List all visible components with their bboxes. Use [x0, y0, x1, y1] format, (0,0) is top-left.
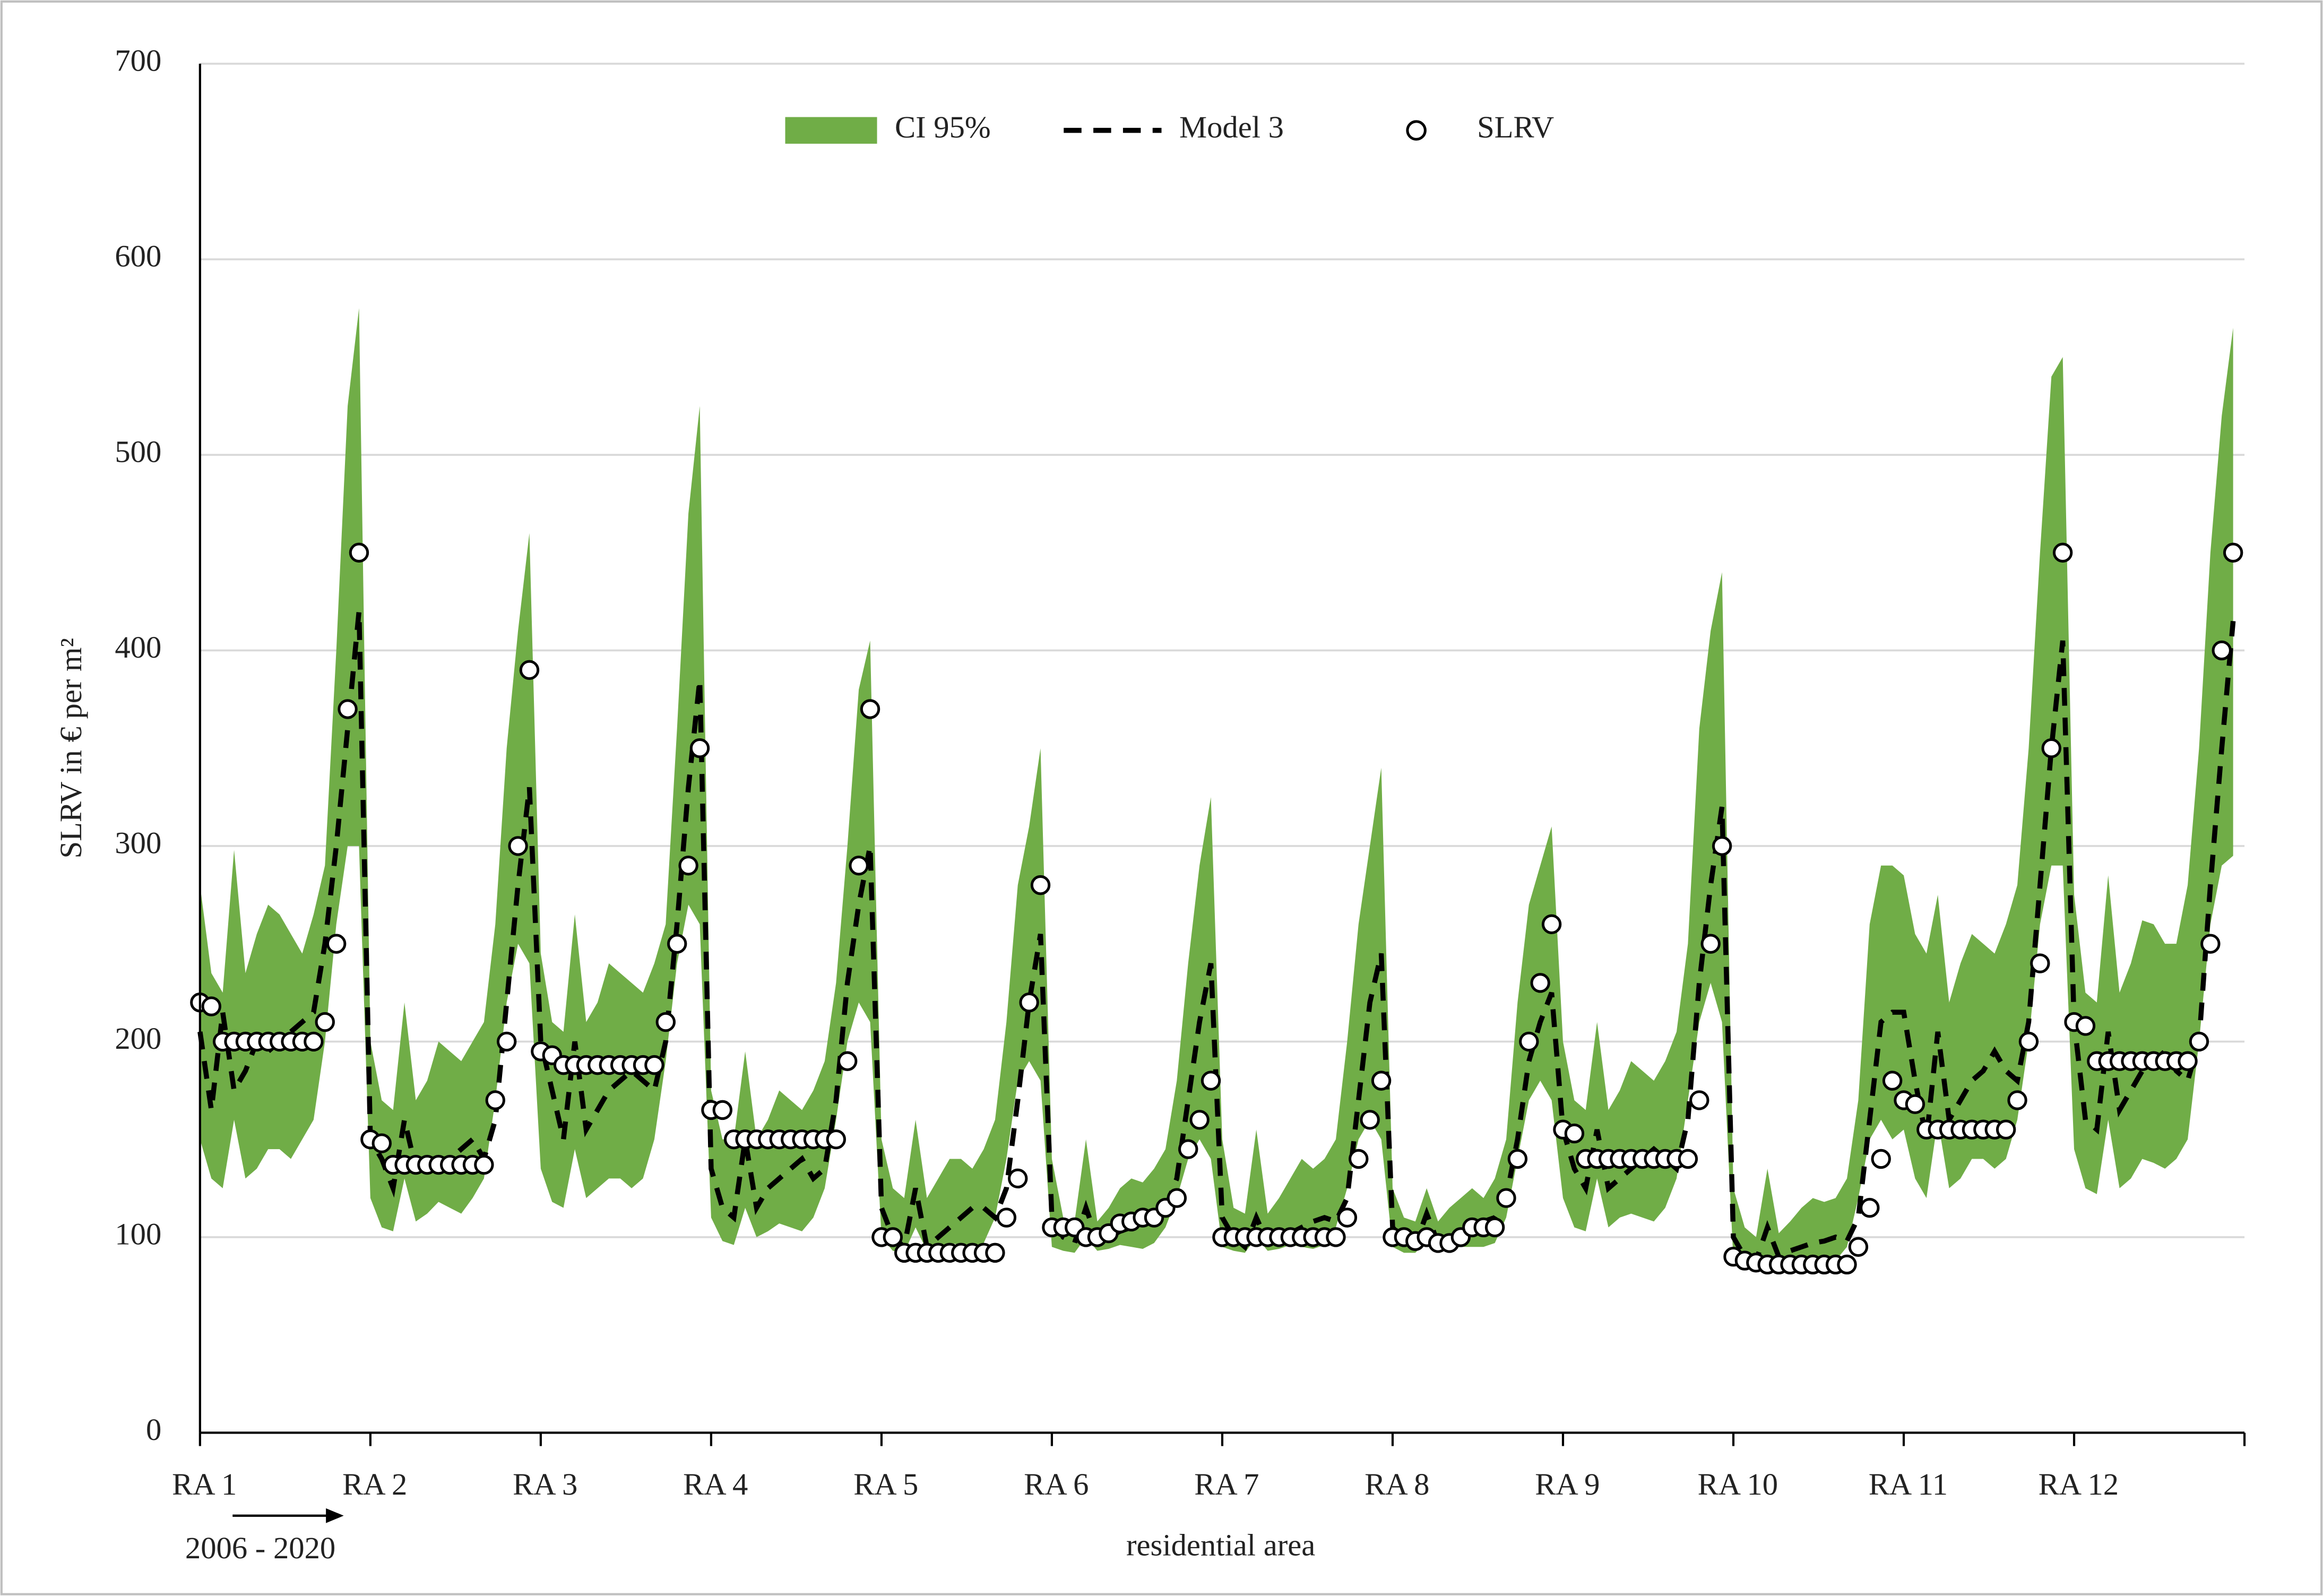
y-tick-label: 0 [146, 1412, 161, 1447]
data-point [485, 1090, 505, 1110]
data-point [1326, 1227, 1346, 1247]
data-point [1689, 1090, 1709, 1110]
x-tick-label: RA 12 [2039, 1467, 2119, 1502]
model-line [197, 611, 2236, 1264]
data-point [1564, 1123, 1585, 1144]
data-point [1996, 1119, 2016, 1140]
data-point [860, 699, 880, 719]
y-tick-label: 600 [115, 239, 161, 273]
y-tick-label: 400 [115, 630, 161, 665]
data-point [1530, 973, 1550, 993]
data-point [1371, 1071, 1392, 1091]
data-point [1201, 1071, 1221, 1091]
x-tick-label: RA 3 [513, 1467, 577, 1502]
x-tick-label: RA 2 [342, 1467, 407, 1502]
data-point [1349, 1149, 1369, 1169]
data-point [667, 934, 687, 954]
x-tick-label: RA 8 [1365, 1467, 1429, 1502]
data-point [2178, 1051, 2198, 1071]
data-point [826, 1129, 847, 1150]
x-axis-label: residential area [1126, 1528, 1315, 1563]
data-point [1189, 1110, 1210, 1130]
data-point [1019, 993, 1039, 1013]
data-point [1337, 1207, 1358, 1228]
x-tick-label: RA 5 [853, 1467, 918, 1502]
data-point [678, 856, 698, 876]
data-point [349, 542, 369, 563]
data-point [1905, 1094, 1925, 1115]
data-point [508, 836, 528, 856]
data-point [338, 699, 358, 719]
annotation: 2006 - 2020 [185, 1531, 335, 1565]
data-point [2212, 640, 2232, 661]
data-point [2075, 1016, 2096, 1036]
data-point [519, 660, 540, 680]
legend-label: Model 3 [1179, 110, 1284, 144]
data-point [1678, 1149, 1698, 1169]
data-point [1507, 1149, 1528, 1169]
data-point [1178, 1139, 1198, 1159]
data-point [1700, 934, 1721, 954]
data-point [2052, 542, 2073, 563]
legend-label: SLRV [1477, 110, 1554, 144]
data-point [1519, 1031, 1539, 1052]
data-point [1871, 1149, 1891, 1169]
data-point [985, 1243, 1005, 1263]
x-tick-label: RA 10 [1698, 1467, 1778, 1502]
data-point [1360, 1110, 1380, 1130]
data-point [1712, 836, 1732, 856]
data-point [2030, 953, 2050, 973]
x-tick-label: RA 4 [683, 1467, 748, 1502]
data-point [883, 1227, 903, 1247]
data-point [1860, 1197, 1880, 1218]
data-point [372, 1133, 392, 1153]
annotation-arrowhead [326, 1508, 344, 1523]
y-tick-label: 300 [115, 825, 161, 860]
data-point [201, 996, 221, 1016]
y-tick-label: 700 [115, 44, 161, 78]
x-tick-label: RA 7 [1194, 1467, 1259, 1502]
y-tick-label: 100 [115, 1217, 161, 1251]
data-point [837, 1051, 858, 1071]
data-point [1484, 1217, 1505, 1238]
data-point [712, 1100, 733, 1120]
y-tick-label: 200 [115, 1021, 161, 1056]
x-tick-label: RA 1 [172, 1467, 237, 1502]
data-point [644, 1055, 664, 1075]
data-point [996, 1207, 1017, 1228]
data-point [1541, 914, 1562, 935]
data-point [2041, 738, 2061, 758]
legend-label: CI 95% [895, 110, 991, 144]
data-point [2200, 934, 2221, 954]
x-tick-label: RA 9 [1535, 1467, 1600, 1502]
legend-swatch [785, 117, 877, 144]
data-point [2018, 1031, 2039, 1052]
y-axis-label: SLRV in € per m² [54, 638, 88, 859]
data-point [1837, 1254, 1857, 1275]
data-point [849, 856, 869, 876]
data-point [474, 1154, 494, 1175]
legend-swatch [1406, 120, 1427, 141]
data-point [655, 1012, 676, 1032]
data-point [1008, 1168, 1028, 1189]
data-point [2007, 1090, 2027, 1110]
data-point [304, 1031, 324, 1052]
data-point [496, 1031, 517, 1052]
data-point [2189, 1031, 2209, 1052]
data-point [689, 738, 710, 758]
data-point [326, 934, 347, 954]
x-tick-label: RA 6 [1024, 1467, 1089, 1502]
y-tick-label: 500 [115, 434, 161, 469]
data-point [1496, 1188, 1516, 1208]
data-point [1167, 1188, 1187, 1208]
data-point [2223, 542, 2243, 563]
x-tick-label: RA 11 [1869, 1467, 1948, 1502]
data-point [1030, 875, 1051, 895]
data-point [315, 1012, 335, 1032]
data-point [1848, 1237, 1869, 1257]
data-point [1882, 1071, 1903, 1091]
